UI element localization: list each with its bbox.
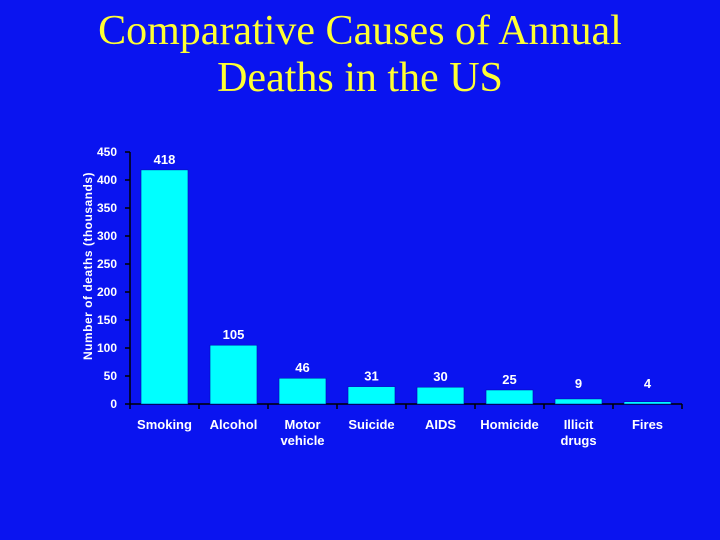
x-category-label: Suicide bbox=[348, 417, 394, 432]
bar-value-label: 9 bbox=[575, 376, 582, 391]
bar-value-label: 418 bbox=[154, 152, 176, 167]
bar-value-label: 31 bbox=[364, 369, 378, 384]
bar bbox=[416, 386, 465, 405]
y-tick-label: 250 bbox=[97, 257, 117, 271]
x-category-label: Fires bbox=[632, 417, 663, 432]
bar-value-label: 30 bbox=[433, 369, 447, 384]
y-tick-label: 350 bbox=[97, 201, 117, 215]
bar bbox=[209, 344, 258, 405]
x-category-label: Illicit bbox=[564, 417, 594, 432]
y-tick-label: 400 bbox=[97, 173, 117, 187]
chart-bars bbox=[140, 169, 672, 405]
y-axis-title: Number of deaths (thousands) bbox=[81, 172, 95, 360]
x-category-label: Motor bbox=[284, 417, 320, 432]
bar bbox=[347, 386, 396, 405]
bar bbox=[623, 401, 672, 405]
x-category-label: Homicide bbox=[480, 417, 539, 432]
x-category-label: drugs bbox=[560, 433, 596, 448]
bar bbox=[278, 377, 327, 405]
bar bbox=[554, 398, 603, 405]
bar-value-label: 25 bbox=[502, 372, 516, 387]
y-tick-label: 150 bbox=[97, 313, 117, 327]
bar-value-label: 4 bbox=[644, 376, 652, 391]
x-category-label: Smoking bbox=[137, 417, 192, 432]
bar-value-label: 105 bbox=[223, 327, 245, 342]
x-category-label: vehicle bbox=[280, 433, 324, 448]
y-tick-label: 50 bbox=[104, 369, 118, 383]
y-tick-label: 450 bbox=[97, 145, 117, 159]
y-tick-label: 0 bbox=[110, 397, 117, 411]
bar bbox=[140, 169, 189, 405]
y-tick-label: 100 bbox=[97, 341, 117, 355]
x-category-label: Alcohol bbox=[210, 417, 258, 432]
x-category-label: AIDS bbox=[425, 417, 456, 432]
slide-title: Comparative Causes of Annual Deaths in t… bbox=[98, 8, 622, 101]
y-tick-label: 200 bbox=[97, 285, 117, 299]
bar bbox=[485, 389, 534, 405]
y-tick-label: 300 bbox=[97, 229, 117, 243]
bar-value-label: 46 bbox=[295, 360, 309, 375]
